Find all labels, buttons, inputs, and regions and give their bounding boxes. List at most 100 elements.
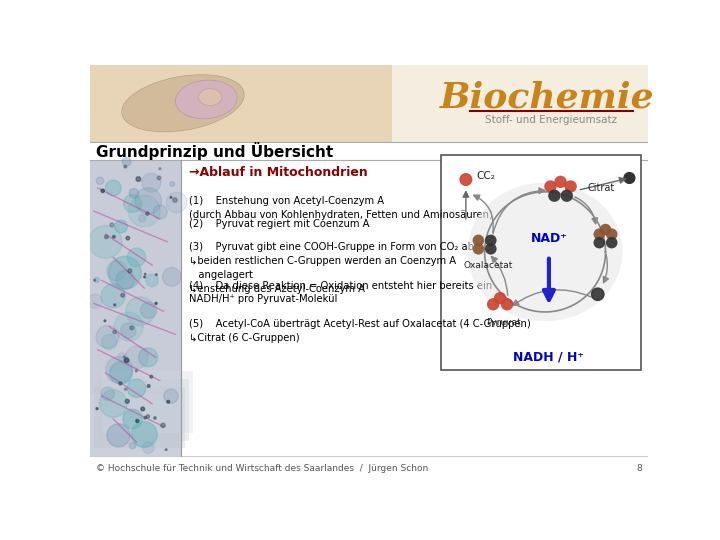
Circle shape: [593, 237, 605, 248]
Circle shape: [121, 323, 136, 338]
Circle shape: [561, 190, 573, 202]
Text: Citrat: Citrat: [588, 183, 615, 193]
Circle shape: [114, 220, 127, 233]
Circle shape: [104, 235, 108, 239]
Circle shape: [99, 390, 127, 417]
Circle shape: [472, 243, 485, 254]
Text: Biochemie: Biochemie: [440, 80, 654, 114]
Circle shape: [118, 353, 127, 361]
Text: (1)    Enstehung von Acetyl-Coenzym A
(durch Abbau von Kohlenhydraten, Fetten un: (1) Enstehung von Acetyl-Coenzym A (durc…: [189, 195, 493, 220]
Circle shape: [119, 382, 122, 385]
Text: NAD⁺: NAD⁺: [531, 232, 567, 245]
Circle shape: [105, 180, 121, 196]
Circle shape: [123, 409, 143, 429]
Circle shape: [125, 399, 130, 403]
Circle shape: [122, 157, 131, 166]
Circle shape: [124, 194, 142, 212]
Text: Pyruvat: Pyruvat: [487, 318, 521, 327]
Circle shape: [113, 330, 116, 334]
Text: Oxalacetat: Oxalacetat: [464, 261, 513, 270]
Circle shape: [116, 271, 135, 289]
Circle shape: [135, 188, 161, 214]
Circle shape: [96, 408, 98, 410]
Circle shape: [101, 284, 125, 308]
Circle shape: [145, 274, 158, 287]
Circle shape: [114, 312, 143, 341]
Text: Stoff- und Energieumsatz: Stoff- und Energieumsatz: [485, 115, 617, 125]
Circle shape: [487, 298, 500, 310]
Circle shape: [125, 358, 129, 362]
Circle shape: [150, 375, 153, 378]
Circle shape: [123, 356, 125, 358]
Circle shape: [592, 288, 604, 300]
Circle shape: [102, 334, 117, 349]
Circle shape: [101, 189, 104, 192]
Ellipse shape: [467, 183, 623, 321]
Circle shape: [166, 449, 167, 450]
Circle shape: [593, 228, 605, 240]
Circle shape: [472, 234, 485, 246]
Circle shape: [144, 276, 145, 278]
Bar: [441, 155, 641, 370]
Circle shape: [460, 174, 472, 185]
Circle shape: [109, 362, 132, 384]
Circle shape: [94, 279, 96, 281]
Circle shape: [153, 205, 167, 219]
Circle shape: [127, 269, 132, 273]
Circle shape: [485, 243, 497, 254]
Circle shape: [143, 442, 154, 454]
Circle shape: [161, 423, 165, 428]
Circle shape: [124, 165, 127, 168]
Circle shape: [136, 420, 139, 422]
Text: (5)    Acetyl-CoA überträgt Acetyl-Rest auf Oxalacetat (4 C-Gruppen)
↳Citrat (6 : (5) Acetyl-CoA überträgt Acetyl-Rest auf…: [189, 319, 531, 343]
Circle shape: [167, 401, 170, 403]
Bar: [102, 372, 193, 433]
Circle shape: [600, 224, 611, 235]
Circle shape: [485, 234, 497, 246]
Circle shape: [163, 389, 178, 403]
Circle shape: [170, 197, 172, 198]
Circle shape: [109, 256, 141, 289]
Circle shape: [144, 416, 147, 419]
Bar: [98, 379, 189, 441]
Circle shape: [156, 274, 157, 275]
Circle shape: [131, 422, 157, 447]
Text: 8: 8: [636, 464, 642, 473]
Circle shape: [544, 180, 557, 193]
Circle shape: [110, 223, 114, 227]
Bar: [90, 160, 181, 456]
Ellipse shape: [176, 80, 237, 119]
Circle shape: [125, 388, 127, 390]
Bar: [90, 394, 181, 456]
Ellipse shape: [122, 75, 244, 132]
Circle shape: [501, 298, 513, 310]
Circle shape: [564, 180, 577, 193]
Circle shape: [114, 304, 116, 306]
Circle shape: [494, 292, 506, 304]
Text: (3)    Pyruvat gibt eine COOH-Gruppe in Form von CO₂ ab
↳beiden restlichen C-Gru: (3) Pyruvat gibt eine COOH-Gruppe in For…: [189, 242, 474, 294]
Bar: [94, 387, 185, 448]
Circle shape: [88, 294, 102, 308]
Circle shape: [94, 278, 99, 282]
Circle shape: [145, 273, 146, 275]
Circle shape: [173, 198, 177, 202]
Circle shape: [130, 442, 136, 449]
Circle shape: [128, 195, 161, 227]
Bar: [90, 65, 648, 142]
Circle shape: [163, 267, 181, 286]
Text: (4)    Da diese Reaktion = Oxidation entsteht hier bereits ein
NADH/H⁺ pro Pyruv: (4) Da diese Reaktion = Oxidation entste…: [189, 280, 492, 305]
Circle shape: [112, 235, 115, 238]
Circle shape: [121, 293, 125, 297]
Ellipse shape: [199, 89, 222, 106]
Circle shape: [125, 346, 148, 369]
Circle shape: [147, 384, 150, 387]
Circle shape: [129, 188, 139, 198]
Text: →Ablauf in Mitochondrien: →Ablauf in Mitochondrien: [189, 166, 368, 179]
Circle shape: [146, 415, 150, 418]
Circle shape: [155, 302, 157, 305]
Circle shape: [101, 387, 114, 400]
Circle shape: [106, 356, 132, 383]
Circle shape: [136, 177, 140, 181]
Circle shape: [606, 228, 618, 240]
Circle shape: [127, 379, 146, 397]
